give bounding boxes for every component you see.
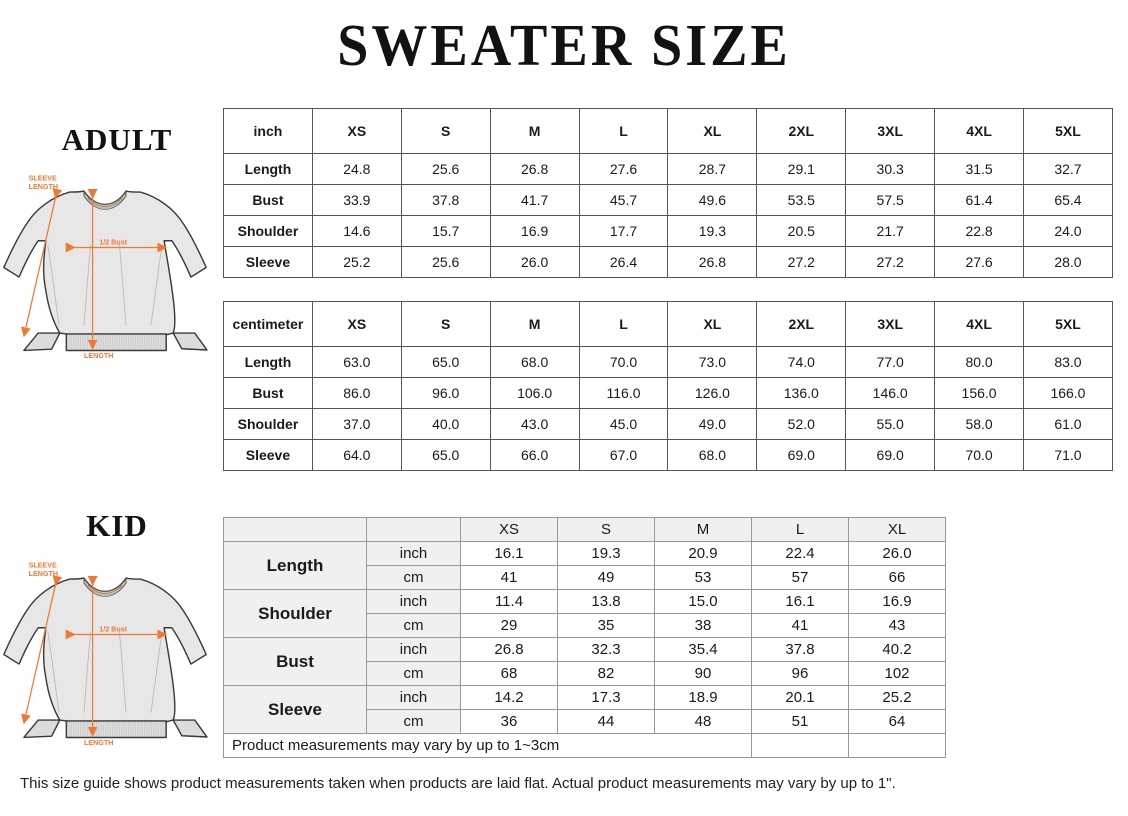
svg-text:LENGTH: LENGTH — [84, 352, 113, 360]
svg-text:LENGTH: LENGTH — [29, 570, 58, 578]
svg-text:LENGTH: LENGTH — [29, 183, 58, 191]
svg-text:LENGTH: LENGTH — [84, 739, 113, 747]
svg-text:1/2 Bust: 1/2 Bust — [99, 239, 127, 247]
svg-text:SLEEVE: SLEEVE — [29, 562, 57, 570]
svg-text:1/2 Bust: 1/2 Bust — [99, 626, 127, 634]
svg-text:SLEEVE: SLEEVE — [29, 175, 57, 183]
